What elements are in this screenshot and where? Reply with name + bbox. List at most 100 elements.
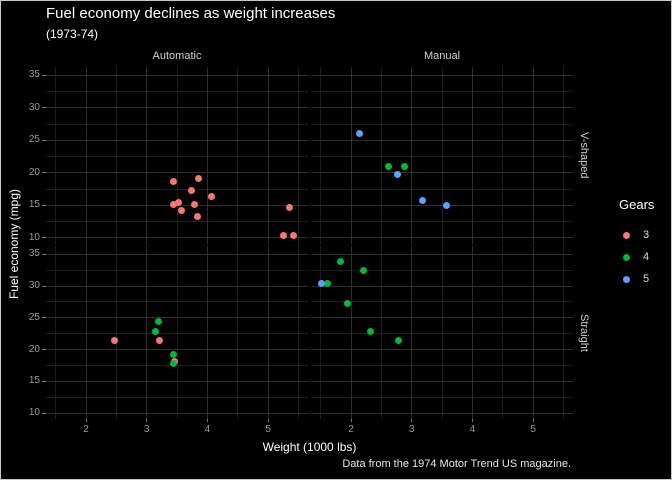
plot-subtitle: (1973-74): [46, 27, 99, 41]
gridline-minor-vertical: [380, 67, 382, 244]
gridline-major-horizontal: [46, 253, 308, 255]
gridline-minor-horizontal: [46, 269, 308, 271]
gridline-major-horizontal: [311, 349, 573, 351]
y-tick-mark: [42, 139, 46, 141]
y-tick-mark: [42, 317, 46, 319]
gridline-major-horizontal: [311, 380, 573, 382]
y-tick-mark: [42, 172, 46, 174]
gridline-minor-vertical: [502, 246, 504, 419]
plot-caption: Data from the 1974 Motor Trend US magazi…: [342, 458, 571, 470]
data-point: [169, 351, 177, 359]
gridline-minor-horizontal: [311, 301, 573, 303]
gridline-minor-horizontal: [311, 333, 573, 335]
gridline-minor-vertical: [320, 246, 322, 419]
data-point: [359, 267, 367, 275]
legend-items: 3 4 5: [619, 224, 654, 290]
y-tick-label: 20: [28, 166, 40, 178]
data-point: [208, 192, 216, 200]
gridline-minor-horizontal: [311, 364, 573, 366]
gridline-major-vertical: [532, 67, 534, 244]
data-point: [385, 162, 393, 170]
gridline-minor-vertical: [115, 67, 117, 244]
gridline-minor-horizontal: [311, 156, 573, 158]
data-point: [400, 162, 408, 170]
y-tick-mark: [42, 74, 46, 76]
gridline-minor-vertical: [297, 67, 299, 244]
data-point: [156, 337, 164, 345]
x-tick-mark: [471, 419, 473, 422]
y-tick-label: 10: [28, 407, 40, 419]
gridline-major-horizontal: [46, 285, 308, 287]
facet-strip-manual: Manual: [423, 50, 461, 62]
data-point: [169, 360, 177, 368]
gridline-minor-horizontal: [46, 221, 308, 223]
gridline-major-vertical: [350, 246, 352, 419]
legend-item-gear-3: 3: [619, 224, 654, 246]
gridline-minor-horizontal: [311, 123, 573, 125]
legend: Gears 3 4 5: [619, 197, 654, 290]
data-point: [169, 177, 177, 185]
gridline-minor-vertical: [55, 67, 57, 244]
gridline-major-vertical: [532, 246, 534, 419]
x-tick-mark: [85, 419, 87, 422]
gridline-major-vertical: [85, 246, 87, 419]
data-point: [418, 196, 426, 204]
gridline-minor-horizontal: [311, 188, 573, 190]
gridline-major-vertical: [85, 67, 87, 244]
y-tick-mark: [42, 204, 46, 206]
data-point: [190, 200, 198, 208]
data-point: [194, 174, 202, 182]
data-point: [110, 336, 118, 344]
y-tick-label: 35: [28, 248, 40, 260]
data-point: [152, 328, 160, 336]
gridline-minor-horizontal: [311, 269, 573, 271]
gridline-major-horizontal: [311, 253, 573, 255]
gridline-minor-vertical: [176, 246, 178, 419]
data-point: [279, 231, 287, 239]
facet-strip-straight: Straight: [578, 313, 590, 352]
gridline-major-horizontal: [46, 349, 308, 351]
data-point: [366, 328, 374, 336]
legend-label: 3: [643, 229, 650, 241]
gridline-minor-vertical: [297, 246, 299, 419]
y-tick-mark: [42, 285, 46, 287]
x-tick-label: 3: [143, 424, 150, 435]
data-point: [337, 257, 345, 265]
gridline-major-horizontal: [311, 285, 573, 287]
y-tick-label: 25: [28, 134, 40, 146]
facet-strip-vshaped: V-shaped: [578, 132, 590, 179]
data-point: [187, 187, 195, 194]
data-point: [290, 231, 298, 239]
x-axis-title: Weight (1000 lbs): [262, 440, 357, 454]
y-tick-label: 20: [28, 343, 40, 355]
gridline-minor-horizontal: [46, 188, 308, 190]
x-tick-mark: [146, 419, 148, 422]
gridline-major-horizontal: [311, 139, 573, 141]
data-point: [174, 198, 182, 206]
gridline-minor-vertical: [562, 246, 564, 419]
data-point: [169, 200, 177, 208]
gridline-minor-vertical: [320, 67, 322, 244]
x-tick-label: 5: [530, 424, 536, 435]
y-tick-label: 15: [28, 375, 40, 387]
data-point: [394, 171, 402, 179]
data-point: [356, 130, 363, 138]
gridline-major-vertical: [146, 67, 148, 244]
data-point: [177, 206, 185, 214]
x-tick-mark: [411, 419, 413, 422]
gridline-major-horizontal: [311, 412, 573, 414]
legend-point-icon: [623, 253, 630, 261]
gridline-major-horizontal: [311, 107, 573, 109]
gridline-minor-vertical: [380, 246, 382, 419]
facet-strip-automatic: Automatic: [152, 50, 202, 62]
data-point: [394, 337, 402, 345]
data-point: [194, 213, 202, 220]
gridline-minor-horizontal: [46, 123, 308, 125]
plot-title: Fuel economy declines as weight increase…: [46, 5, 336, 22]
gridline-minor-vertical: [502, 67, 504, 244]
data-point: [285, 203, 293, 211]
gridline-minor-vertical: [441, 67, 443, 244]
legend-point-icon: [623, 275, 630, 283]
gridline-minor-vertical: [562, 67, 564, 244]
gridline-minor-vertical: [441, 246, 443, 419]
